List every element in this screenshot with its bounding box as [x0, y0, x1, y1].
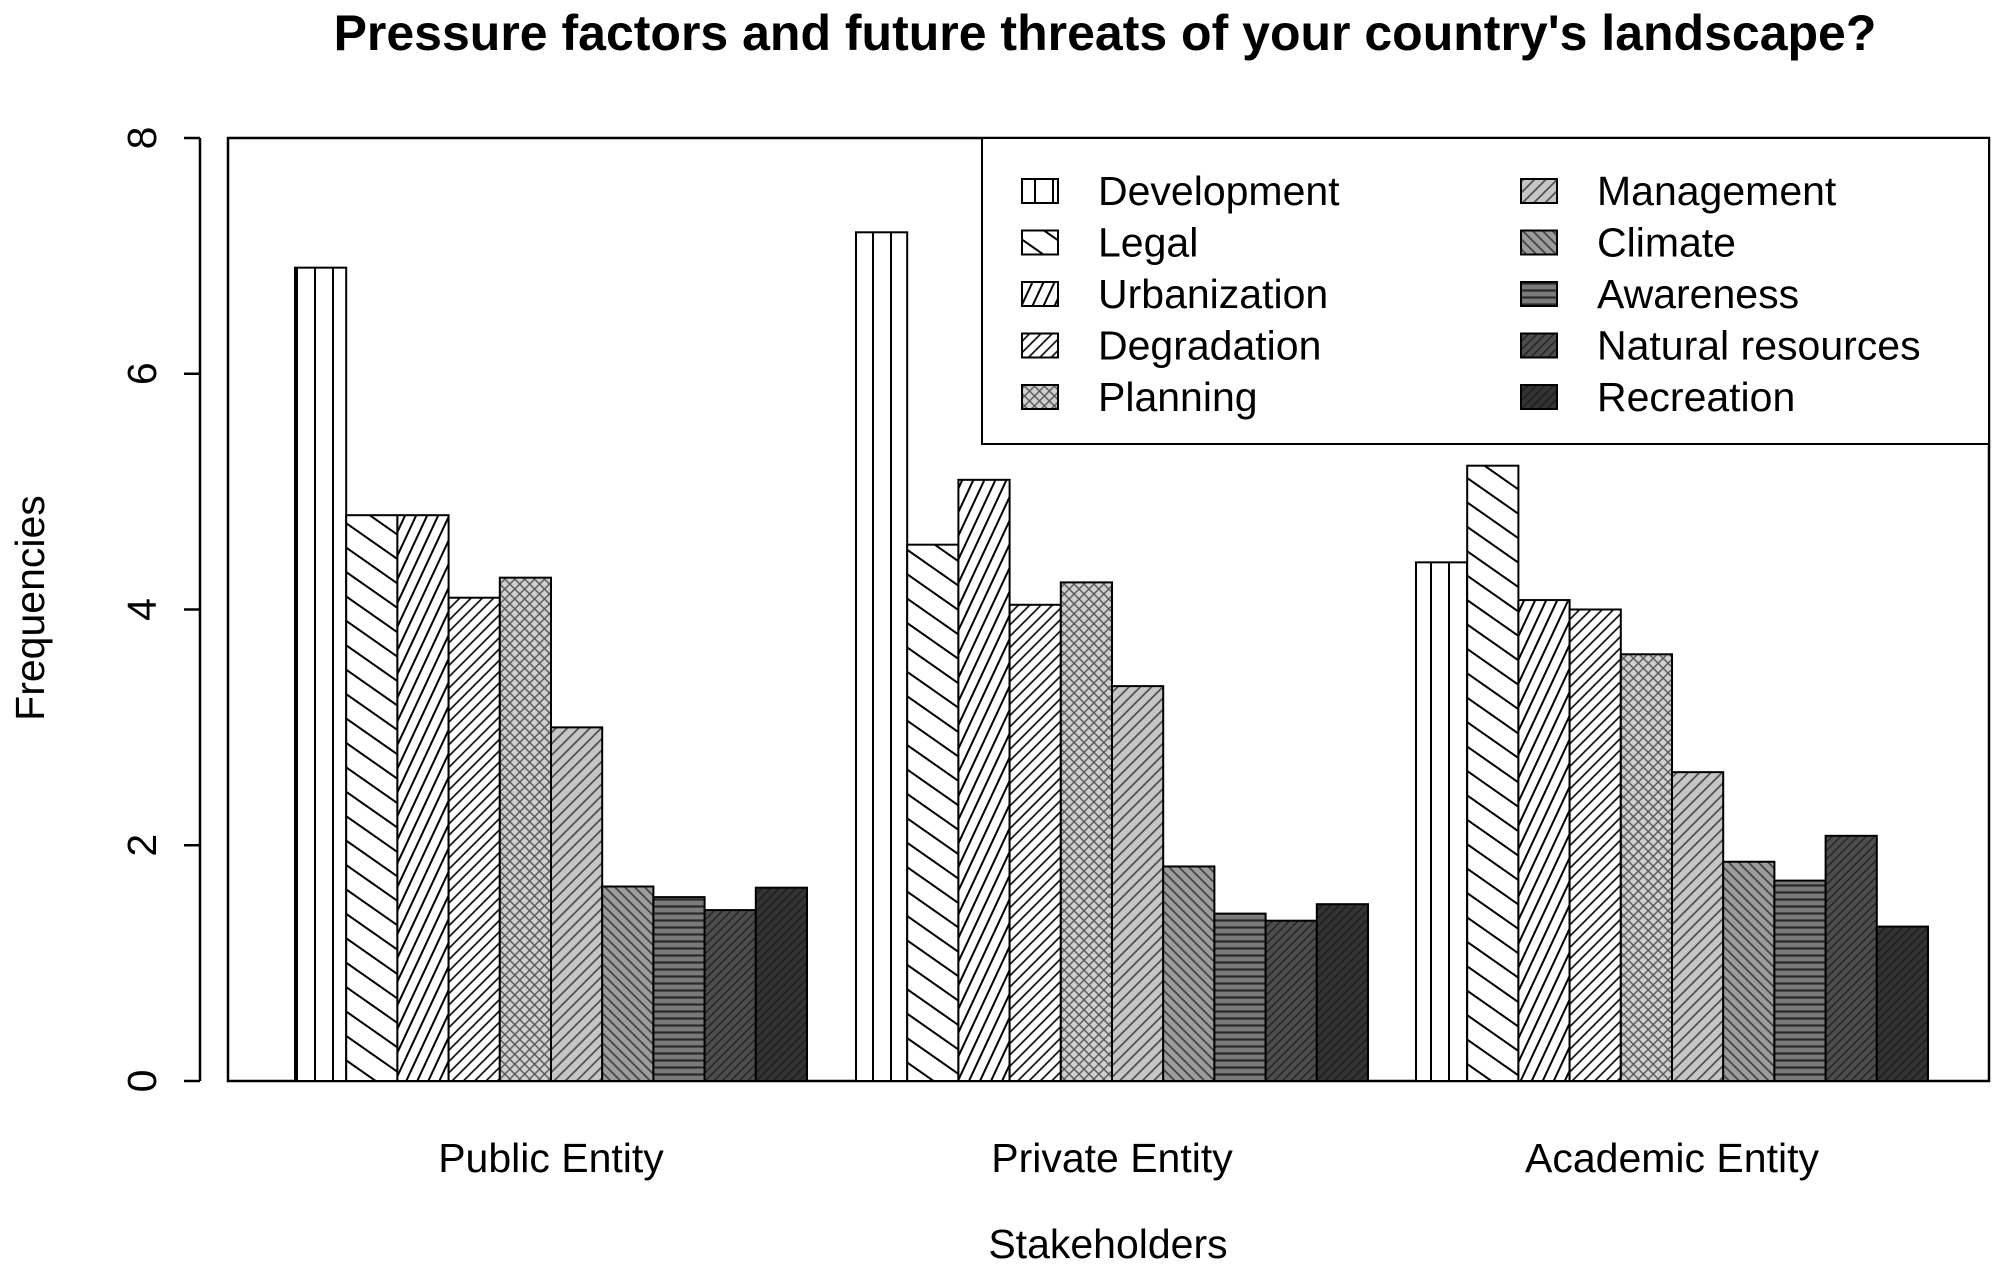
y-tick-label: 6: [119, 362, 165, 385]
legend-swatch: [1520, 332, 1558, 359]
bar-management: [550, 726, 604, 1082]
category-label: Private Entity: [991, 1135, 1233, 1181]
bar-planning: [498, 576, 552, 1083]
bar-natural-resources: [1264, 919, 1318, 1082]
legend-swatch: [1520, 281, 1558, 307]
legend-swatch: [1021, 384, 1059, 410]
bar-development: [1415, 561, 1469, 1082]
y-tick-label: 8: [119, 127, 165, 150]
bars-group: [294, 231, 1930, 1083]
bar-natural-resources: [1824, 834, 1878, 1082]
legend-swatch: [1520, 178, 1558, 204]
legend-label: Awareness: [1597, 271, 1799, 317]
bar-urbanization: [396, 514, 450, 1082]
bar-urbanization: [957, 478, 1011, 1082]
legend-label: Planning: [1098, 374, 1258, 420]
legend-label: Recreation: [1597, 374, 1795, 420]
bar-planning: [1059, 581, 1114, 1082]
x-axis-labels: Public Entity Private Entity Academic Enti…: [438, 1135, 1819, 1181]
x-axis-title: Stakeholders: [988, 1221, 1227, 1267]
bar-legal: [1466, 464, 1520, 1082]
y-axis: 0 2 4 6 8: [119, 127, 202, 1093]
category-label: Public Entity: [438, 1135, 664, 1181]
legend-swatch: [1021, 229, 1059, 256]
legend-label: Development: [1098, 168, 1340, 214]
y-tick-label: 0: [119, 1070, 165, 1093]
bar-development: [855, 231, 909, 1083]
legend-swatch: [1021, 178, 1059, 204]
bar-management: [1111, 685, 1165, 1083]
bar-natural-resources: [703, 909, 757, 1082]
legend-label: Urbanization: [1098, 271, 1328, 317]
chart-title: Pressure factors and future threats of y…: [334, 5, 1877, 61]
bar-recreation: [1315, 903, 1370, 1082]
legend-swatch: [1520, 229, 1558, 256]
legend: Development Legal Urbanization Degradation P…: [981, 137, 1990, 445]
legend-box: [981, 137, 1990, 445]
y-axis-title: Frequencies: [7, 495, 53, 721]
bar-planning: [1619, 653, 1674, 1082]
legend-label: Legal: [1098, 220, 1198, 266]
bar-legal: [345, 514, 399, 1082]
bar-awareness: [652, 896, 706, 1082]
legend-swatch: [1021, 281, 1059, 307]
legend-swatch: [1021, 332, 1059, 359]
bar-climate: [1162, 865, 1216, 1083]
bar-development: [294, 266, 348, 1083]
y-tick-label: 4: [119, 598, 165, 621]
bar-urbanization: [1517, 599, 1571, 1082]
legend-label: Management: [1597, 168, 1837, 214]
bar-legal: [906, 543, 960, 1082]
legend-label: Degradation: [1098, 323, 1321, 369]
legend-swatch: [1520, 384, 1558, 410]
bar-climate: [1722, 860, 1776, 1082]
category-label: Academic Entity: [1525, 1135, 1819, 1181]
bar-awareness: [1213, 912, 1267, 1082]
legend-label: Climate: [1597, 220, 1736, 266]
bar-recreation: [754, 886, 808, 1082]
bar-degradation: [447, 596, 501, 1083]
bar-climate: [601, 885, 655, 1082]
legend-label: Natural resources: [1597, 323, 1921, 369]
bar-management: [1671, 771, 1725, 1082]
bar-recreation: [1875, 925, 1930, 1082]
bar-awareness: [1773, 879, 1827, 1082]
bar-degradation: [1008, 603, 1062, 1082]
bar-degradation: [1568, 608, 1622, 1082]
y-tick-label: 2: [119, 834, 165, 857]
